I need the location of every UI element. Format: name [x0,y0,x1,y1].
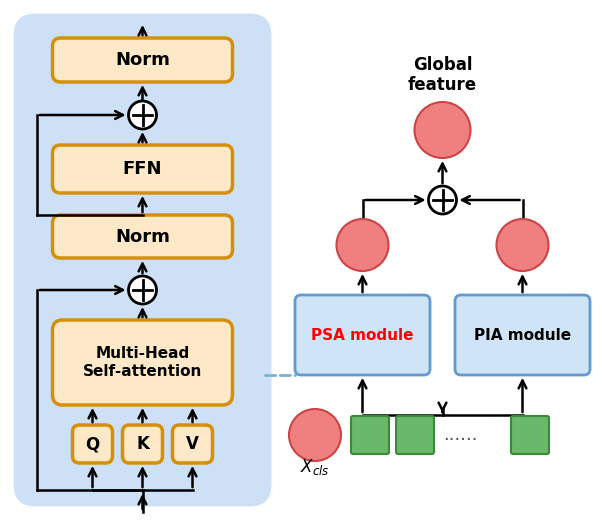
Circle shape [128,276,157,304]
FancyBboxPatch shape [52,215,232,258]
Circle shape [337,219,388,271]
FancyBboxPatch shape [511,416,549,454]
Text: Q: Q [85,435,99,453]
Text: PSA module: PSA module [311,328,414,343]
Text: Global
feature: Global feature [408,56,477,95]
FancyBboxPatch shape [455,295,590,375]
FancyBboxPatch shape [72,425,113,463]
Text: PIA module: PIA module [474,328,571,343]
Text: V: V [186,435,199,453]
Text: $X_{cls}$: $X_{cls}$ [300,457,330,477]
Text: Norm: Norm [115,51,170,69]
FancyBboxPatch shape [122,425,163,463]
FancyBboxPatch shape [295,295,430,375]
FancyBboxPatch shape [52,38,232,82]
Text: ......: ...... [442,426,477,444]
FancyBboxPatch shape [173,425,213,463]
Circle shape [429,186,456,214]
Text: Multi-Head
Self-attention: Multi-Head Self-attention [83,346,202,379]
Circle shape [289,409,341,461]
Text: Norm: Norm [115,228,170,245]
Circle shape [497,219,548,271]
Circle shape [128,101,157,129]
Text: K: K [136,435,149,453]
Text: FFN: FFN [123,160,163,178]
FancyBboxPatch shape [15,15,270,505]
FancyBboxPatch shape [396,416,434,454]
FancyBboxPatch shape [52,145,232,193]
FancyBboxPatch shape [52,320,232,405]
Circle shape [415,102,471,158]
FancyBboxPatch shape [351,416,389,454]
